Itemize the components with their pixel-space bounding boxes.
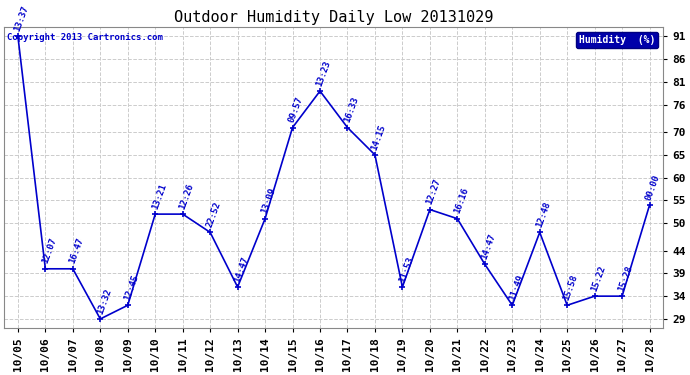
Text: 12:45: 12:45	[123, 273, 140, 302]
Text: 12:26: 12:26	[177, 182, 195, 210]
Text: Copyright 2013 Cartronics.com: Copyright 2013 Cartronics.com	[8, 33, 164, 42]
Text: 13:21: 13:21	[150, 182, 168, 210]
Text: 12:27: 12:27	[425, 178, 442, 206]
Title: Outdoor Humidity Daily Low 20131029: Outdoor Humidity Daily Low 20131029	[174, 10, 493, 25]
Text: 13:37: 13:37	[12, 4, 30, 33]
Text: 14:15: 14:15	[370, 123, 387, 151]
Text: 11:53: 11:53	[397, 255, 415, 284]
Text: 09:57: 09:57	[287, 96, 305, 124]
Text: 16:47: 16:47	[68, 237, 86, 265]
Text: 15:28: 15:28	[617, 264, 635, 292]
Text: 14:47: 14:47	[233, 255, 250, 284]
Text: 13:09: 13:09	[260, 187, 277, 215]
Text: 11:49: 11:49	[507, 273, 524, 302]
Text: 22:52: 22:52	[205, 200, 223, 229]
Text: 16:16: 16:16	[452, 187, 470, 215]
Legend: Humidity  (%): Humidity (%)	[576, 32, 658, 48]
Text: 15:22: 15:22	[589, 264, 607, 292]
Text: 13:32: 13:32	[95, 287, 112, 315]
Text: 12:48: 12:48	[535, 200, 552, 229]
Text: 00:00: 00:00	[644, 173, 662, 201]
Text: 16:33: 16:33	[342, 96, 360, 124]
Text: 12:07: 12:07	[40, 237, 58, 265]
Text: 13:23: 13:23	[315, 59, 333, 87]
Text: 14:47: 14:47	[480, 232, 497, 261]
Text: 15:58: 15:58	[562, 273, 580, 302]
